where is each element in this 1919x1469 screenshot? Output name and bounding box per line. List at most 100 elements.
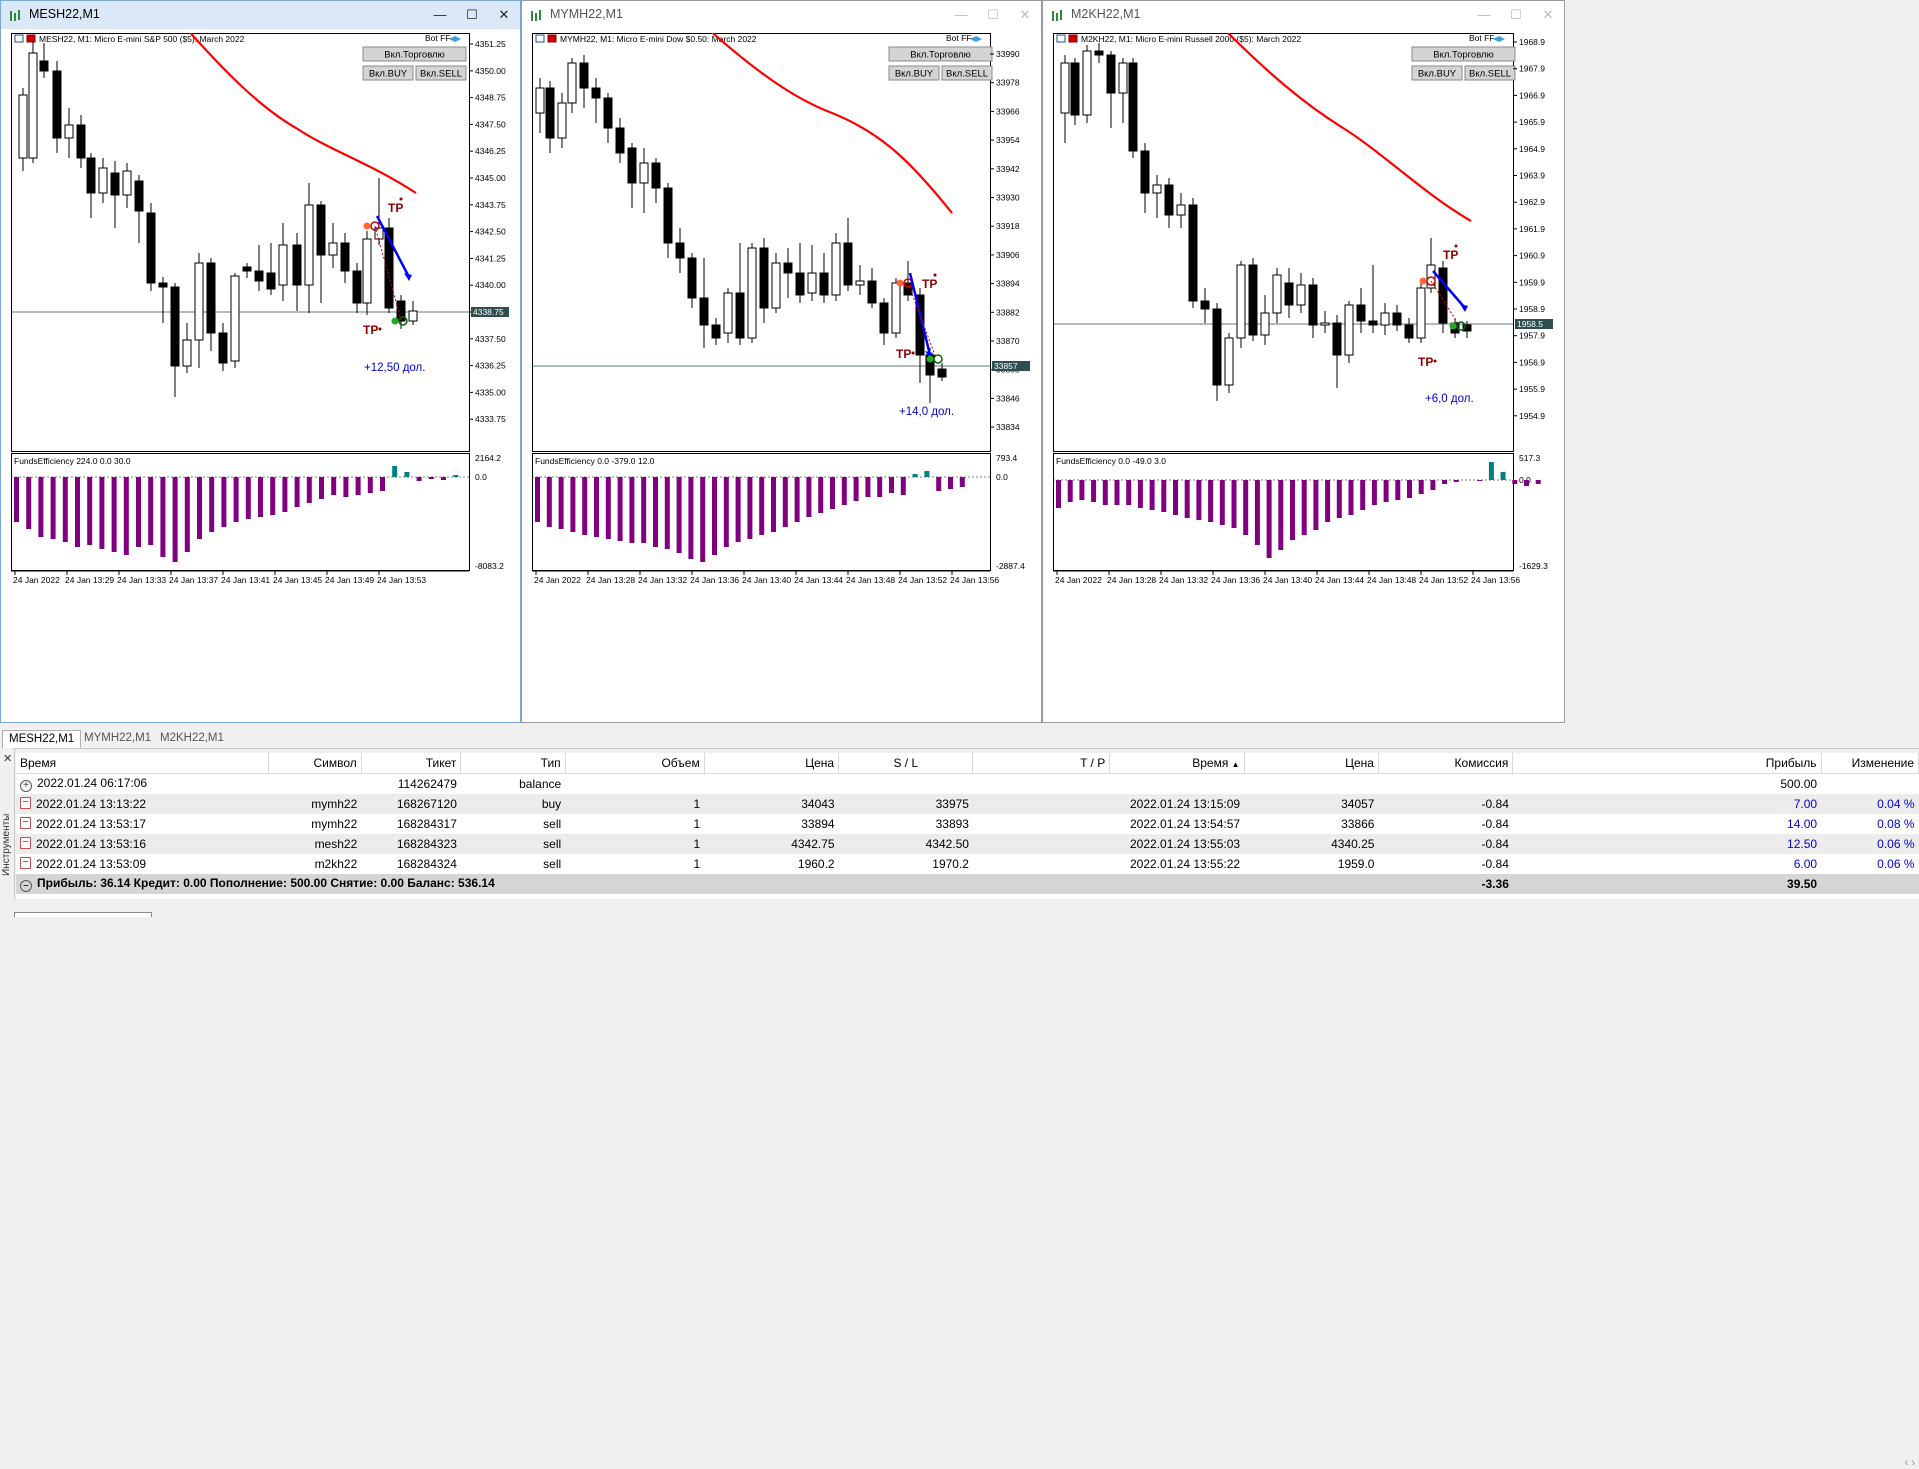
cell-text: mymh22 <box>311 797 358 811</box>
price-tick-label: 4336.25 <box>475 361 506 371</box>
histogram-bar <box>723 477 729 547</box>
table-row[interactable]: +2022.01.24 06:17:06 114262479 balance 500.… <box>16 774 1919 795</box>
enable-sell-button-bg <box>941 65 993 81</box>
histogram-bar <box>111 477 117 552</box>
chart-window-mymh22[interactable]: MYMH22,M1 — ☐ ✕ MYMH22, M1: Micro E-mini… <box>521 0 1042 723</box>
maximize-button[interactable]: ☐ <box>987 7 999 22</box>
candle-body <box>819 272 829 296</box>
chart-area[interactable]: MESH22, M1: Micro E-mini S&P 500 ($5): M… <box>11 33 511 593</box>
price-chart[interactable]: MYMH22, M1: Micro E-mini Dow $0.50: Marc… <box>532 33 1032 593</box>
enable-buy-button[interactable]: Вкл.BUY <box>362 65 414 81</box>
table-row[interactable]: 2022.01.24 13:13:22 mymh22 168267120 buy 1 34… <box>16 794 1919 814</box>
cell-text: 1959.0 <box>1337 857 1375 871</box>
candle-body <box>1118 62 1128 94</box>
col-ticket[interactable]: Тикет <box>361 753 462 774</box>
trade-arrow-line <box>1432 270 1466 309</box>
col-symbol[interactable]: Символ <box>268 753 362 774</box>
candle-body <box>146 212 156 284</box>
histogram-bar <box>123 477 129 555</box>
candle-body <box>783 262 793 274</box>
candle-body <box>771 262 781 309</box>
close-button[interactable]: ✕ <box>1542 7 1554 22</box>
close-button[interactable]: ✕ <box>498 7 510 22</box>
enable-buy-button[interactable]: Вкл.BUY <box>1411 65 1463 81</box>
minimize-button[interactable]: — <box>954 7 968 22</box>
enable-trading-button[interactable]: Вкл.Торговлю <box>888 46 993 62</box>
tp-label: TP <box>1443 248 1458 262</box>
col-type[interactable]: Тип <box>460 753 566 774</box>
bottom-tab[interactable] <box>14 912 152 917</box>
chart-window-mesh22[interactable]: MESH22,M1 — ☐ ✕ MESH22, M1: Micro E-mini… <box>0 0 521 723</box>
candle-body <box>545 87 555 139</box>
col-close-price[interactable]: Цена <box>1244 753 1379 774</box>
col-time[interactable]: Время <box>16 753 270 774</box>
chart-window-m2kh22[interactable]: M2KH22,M1 — ☐ ✕ M2KH22, M1: Micro E-mini… <box>1042 0 1565 723</box>
histogram-bar <box>1360 480 1366 510</box>
cell-text: 33894 <box>801 817 835 831</box>
price-chart[interactable]: MESH22, M1: Micro E-mini S&P 500 ($5): M… <box>11 33 511 593</box>
cell-text: 2022.01.24 13:55:22 <box>1129 857 1241 871</box>
cell-profit: 6.00 <box>1513 854 1821 874</box>
minimize-button[interactable]: — <box>1477 7 1491 22</box>
cell-sl: 33975 <box>838 794 973 814</box>
enable-sell-button[interactable]: Вкл.SELL <box>415 65 467 81</box>
candle-body <box>639 162 649 184</box>
cell-text: -0.84 <box>1481 797 1509 811</box>
window-titlebar[interactable]: MYMH22,M1 — ☐ ✕ <box>522 1 1041 29</box>
chart-area[interactable]: MYMH22, M1: Micro E-mini Dow $0.50: Marc… <box>532 33 1032 593</box>
tab-mymh22[interactable]: MYMH22,M1 <box>84 732 152 744</box>
exit-marker <box>933 354 943 364</box>
moving-average-line <box>711 33 953 214</box>
col-profit[interactable]: Прибыль <box>1512 753 1822 774</box>
close-button[interactable]: ✕ <box>1019 7 1031 22</box>
table-row[interactable]: 2022.01.24 13:53:17 mymh22 168284317 sell 1 3… <box>16 814 1919 834</box>
maximize-button[interactable]: ☐ <box>1510 7 1522 22</box>
indicator-bottom-label: -2887.4 <box>996 561 1025 571</box>
tab-mesh22[interactable]: MESH22,M1 <box>2 730 82 748</box>
exit-dot <box>926 355 934 363</box>
cell-text: 4342.75 <box>791 837 835 851</box>
tab-m2kh22[interactable]: M2KH22,M1 <box>160 732 224 744</box>
price-tick-label: 4351.25 <box>475 39 506 49</box>
cell-text: 0.04 % <box>1877 797 1915 811</box>
price-chart[interactable]: M2KH22, M1: Micro E-mini Russell 2000 ($… <box>1053 33 1555 593</box>
candle-body <box>747 247 757 339</box>
col-tp[interactable]: T / P <box>972 753 1111 774</box>
col-close-time[interactable]: Время ▲ <box>1109 753 1245 774</box>
tab-scroll-arrows[interactable]: ‹ › <box>1904 1457 1915 1469</box>
col-price[interactable]: Цена <box>704 753 840 774</box>
enable-sell-button[interactable]: Вкл.SELL <box>941 65 993 81</box>
minimize-button[interactable]: — <box>433 7 447 22</box>
col-volume[interactable]: Объем <box>565 753 705 774</box>
col-commission[interactable]: Комиссия <box>1378 753 1514 774</box>
histogram-bar <box>1512 480 1518 484</box>
enable-sell-button[interactable]: Вкл.SELL <box>1464 65 1516 81</box>
enable-buy-button[interactable]: Вкл.BUY <box>888 65 940 81</box>
bot-hat-icon <box>449 36 461 42</box>
tp-label: TP <box>363 323 378 337</box>
time-tick-label: 24 Jan 13:28 <box>586 575 635 585</box>
histogram-bar <box>1278 480 1284 550</box>
candle-body <box>735 292 745 339</box>
col-sl[interactable]: S / L <box>838 753 974 774</box>
toolbox-close-icon[interactable]: ✕ <box>3 753 13 765</box>
candle-body <box>86 157 96 194</box>
moving-average-line <box>189 33 417 194</box>
table-row[interactable]: 2022.01.24 13:53:16 mesh22 168284323 sell 1 4… <box>16 834 1919 854</box>
col-change[interactable]: Изменение <box>1821 753 1919 774</box>
candle-body <box>1344 304 1354 356</box>
enable-trading-button[interactable]: Вкл.Торговлю <box>1411 46 1516 62</box>
histogram-bar <box>558 477 564 529</box>
chart-area[interactable]: M2KH22, M1: Micro E-mini Russell 2000 ($… <box>1053 33 1555 593</box>
toolbox-label[interactable]: Инструменты <box>1 813 12 876</box>
tp-dot <box>378 327 382 331</box>
window-titlebar[interactable]: MESH22,M1 — ☐ ✕ <box>1 1 520 29</box>
table-row[interactable]: 2022.01.24 13:53:09 m2kh22 168284324 sell 1 1… <box>16 854 1919 874</box>
window-titlebar[interactable]: M2KH22,M1 — ☐ ✕ <box>1043 1 1564 29</box>
histogram-bar <box>136 477 141 547</box>
enable-trading-button[interactable]: Вкл.Торговлю <box>362 46 467 62</box>
history-table[interactable]: Время Символ Тикет Тип Объем Цена S / L … <box>16 753 1919 899</box>
candle-body <box>627 147 637 184</box>
enable-sell-button-label: Вкл.SELL <box>1469 69 1511 80</box>
maximize-button[interactable]: ☐ <box>466 7 478 22</box>
